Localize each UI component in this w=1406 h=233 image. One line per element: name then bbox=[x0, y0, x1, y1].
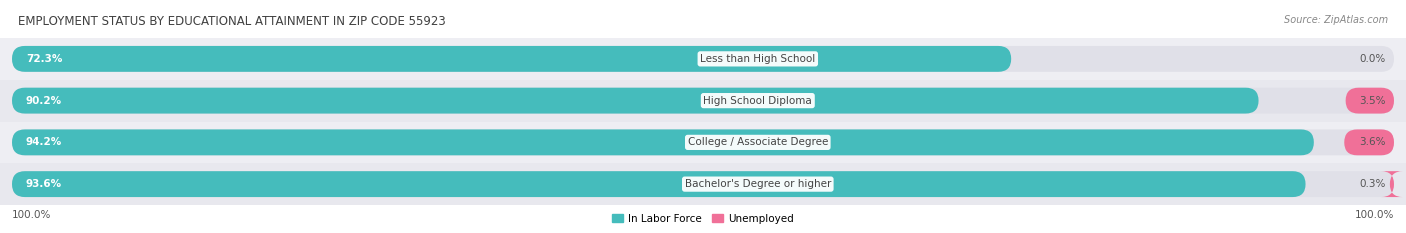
Text: 93.6%: 93.6% bbox=[25, 179, 62, 189]
Text: 100.0%: 100.0% bbox=[1354, 210, 1393, 220]
Text: 100.0%: 100.0% bbox=[13, 210, 52, 220]
FancyBboxPatch shape bbox=[13, 171, 1393, 197]
FancyBboxPatch shape bbox=[13, 130, 1393, 155]
Text: 0.3%: 0.3% bbox=[1360, 179, 1386, 189]
FancyBboxPatch shape bbox=[0, 38, 1406, 80]
FancyBboxPatch shape bbox=[13, 46, 1011, 72]
Text: 94.2%: 94.2% bbox=[25, 137, 62, 147]
FancyBboxPatch shape bbox=[1381, 171, 1403, 197]
FancyBboxPatch shape bbox=[1346, 88, 1393, 113]
Text: Bachelor's Degree or higher: Bachelor's Degree or higher bbox=[685, 179, 831, 189]
Text: College / Associate Degree: College / Associate Degree bbox=[688, 137, 828, 147]
Legend: In Labor Force, Unemployed: In Labor Force, Unemployed bbox=[609, 209, 797, 228]
FancyBboxPatch shape bbox=[0, 121, 1406, 163]
Text: 3.6%: 3.6% bbox=[1360, 137, 1386, 147]
FancyBboxPatch shape bbox=[1344, 130, 1393, 155]
FancyBboxPatch shape bbox=[0, 163, 1406, 205]
FancyBboxPatch shape bbox=[13, 88, 1393, 113]
Text: EMPLOYMENT STATUS BY EDUCATIONAL ATTAINMENT IN ZIP CODE 55923: EMPLOYMENT STATUS BY EDUCATIONAL ATTAINM… bbox=[18, 15, 446, 28]
Text: Source: ZipAtlas.com: Source: ZipAtlas.com bbox=[1284, 15, 1388, 25]
FancyBboxPatch shape bbox=[13, 88, 1258, 113]
Text: Less than High School: Less than High School bbox=[700, 54, 815, 64]
Text: 90.2%: 90.2% bbox=[25, 96, 62, 106]
Text: 0.0%: 0.0% bbox=[1360, 54, 1386, 64]
FancyBboxPatch shape bbox=[13, 171, 1306, 197]
Text: High School Diploma: High School Diploma bbox=[703, 96, 813, 106]
Text: 3.5%: 3.5% bbox=[1360, 96, 1386, 106]
FancyBboxPatch shape bbox=[13, 46, 1393, 72]
FancyBboxPatch shape bbox=[13, 130, 1313, 155]
Text: 72.3%: 72.3% bbox=[25, 54, 62, 64]
FancyBboxPatch shape bbox=[0, 80, 1406, 121]
